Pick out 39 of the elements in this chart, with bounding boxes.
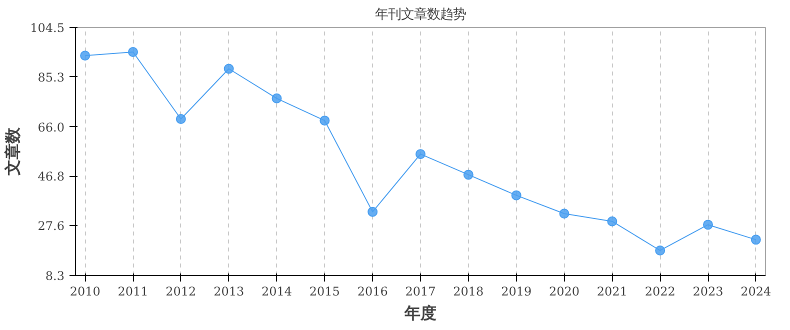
point xyxy=(463,170,474,180)
point xyxy=(416,149,426,160)
point xyxy=(750,234,761,245)
x-tick-label: 2022 xyxy=(644,284,676,298)
x-tick-label: 2012 xyxy=(166,284,196,298)
x-tick-label: 2011 xyxy=(118,284,148,298)
x-tick-label: 2013 xyxy=(214,284,244,298)
x-tick-label: 2021 xyxy=(596,284,628,298)
point xyxy=(176,114,186,124)
y-tick-label: 104.5 xyxy=(30,21,65,35)
x-tick-label: 2016 xyxy=(357,284,388,298)
y-tick-label: 27.6 xyxy=(38,219,64,234)
x-tick-label: 2015 xyxy=(309,284,340,298)
point xyxy=(128,47,138,57)
x-tick-label: 2023 xyxy=(692,284,724,298)
point xyxy=(703,220,713,230)
y-tick-label: 66.0 xyxy=(38,120,64,134)
x-axis-title: 年度 xyxy=(404,304,436,322)
y-tick-label: 46.8 xyxy=(38,170,64,184)
x-tick-label: 2017 xyxy=(405,284,436,298)
y-tick-label: 85.3 xyxy=(38,70,64,84)
point xyxy=(224,64,234,74)
point xyxy=(559,208,570,219)
point xyxy=(80,50,90,61)
x-tick-label: 2024 xyxy=(740,284,772,298)
x-tick-label: 2014 xyxy=(261,284,292,298)
point xyxy=(511,190,522,200)
point xyxy=(368,206,378,217)
point xyxy=(607,216,618,226)
x-tick-label: 2010 xyxy=(70,284,100,298)
y-tick-label: 8.3 xyxy=(45,269,65,283)
point xyxy=(655,246,666,256)
point xyxy=(272,93,282,104)
x-tick-label: 2018 xyxy=(453,284,484,298)
x-tick-label: 2020 xyxy=(548,284,580,298)
x-tick-label: 2019 xyxy=(501,284,532,298)
chart-title: 年刊文章数趋势 xyxy=(375,8,466,22)
y-axis-title: 文章数 xyxy=(3,126,22,176)
point xyxy=(320,116,330,126)
